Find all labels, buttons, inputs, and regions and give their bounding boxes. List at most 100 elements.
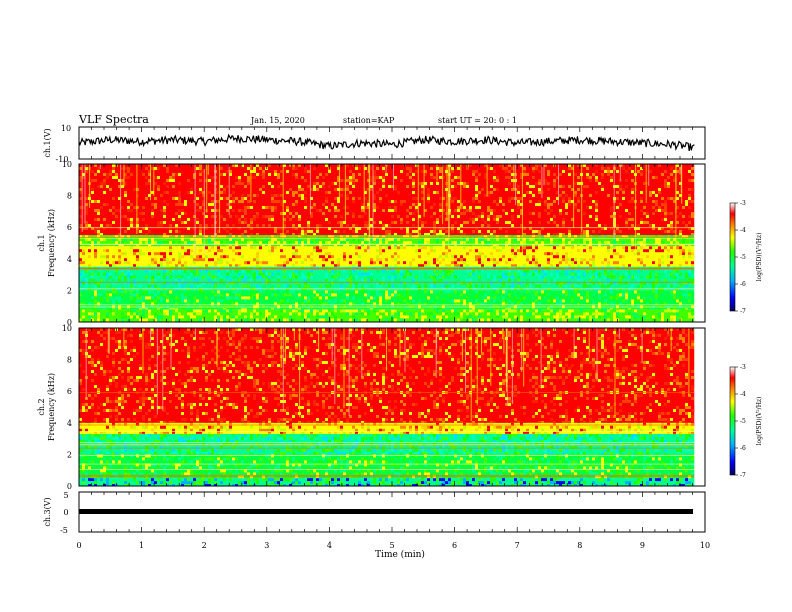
- spectrogram-cell: [400, 258, 403, 262]
- spectrogram-cell: [511, 275, 514, 279]
- spectrogram-cell: [571, 296, 574, 300]
- spectrogram-cell: [580, 281, 583, 285]
- spectrogram-cell: [79, 252, 82, 256]
- spectrogram-cell: [391, 264, 394, 267]
- spectrogram-cell: [292, 272, 295, 276]
- spectrogram-cell: [460, 309, 463, 313]
- spectrogram-cell: [316, 293, 319, 297]
- spectrogram-cell: [601, 255, 604, 259]
- spectrogram-cell: [691, 296, 694, 300]
- spectrogram-cell: [109, 272, 112, 276]
- spectrogram-cell: [373, 258, 376, 262]
- spectrogram-cell: [82, 252, 85, 256]
- spectrogram-cell: [364, 284, 367, 288]
- spectrogram-cell: [442, 241, 445, 245]
- spectrogram-cell: [586, 302, 589, 306]
- spectrogram-cell: [472, 318, 475, 322]
- spectrogram-cell: [97, 302, 100, 306]
- spectrogram-cell: [511, 272, 514, 276]
- spectrogram-cell: [169, 194, 172, 197]
- spectrogram-cell: [583, 293, 586, 297]
- spectrogram-cell: [397, 191, 400, 194]
- spectrogram-cell: [511, 302, 514, 306]
- spectrogram-cell: [235, 246, 238, 250]
- spectrogram-cell: [364, 173, 367, 176]
- spectrogram-cell: [286, 164, 289, 167]
- spectrogram-cell: [430, 191, 433, 194]
- spectrogram-cell: [406, 235, 409, 239]
- spectrogram-cell: [592, 182, 595, 185]
- spectrogram-cell: [115, 179, 118, 182]
- spectrogram-cell: [355, 167, 358, 170]
- spectrogram-cell: [454, 176, 457, 179]
- spectrogram-cell: [325, 272, 328, 276]
- spectrogram-cell: [289, 244, 292, 247]
- spectrogram-cell: [268, 164, 271, 167]
- spectrogram-cell: [274, 264, 277, 267]
- spectrogram-cell: [163, 246, 166, 250]
- spectrogram-cell: [436, 296, 439, 300]
- spectrogram-cell: [445, 272, 448, 276]
- spectrogram-cell: [337, 176, 340, 179]
- spectrogram-cell: [409, 170, 412, 173]
- spectrogram-cell: [592, 258, 595, 262]
- spectrogram-cell: [202, 318, 205, 322]
- spectrogram-cell: [586, 197, 589, 200]
- spectrogram-cell: [574, 185, 577, 188]
- spectrogram-cell: [394, 164, 397, 167]
- spectrogram-cell: [421, 185, 424, 188]
- spectrogram-cell: [616, 312, 619, 316]
- spectrogram-cell: [424, 281, 427, 285]
- spectrogram-cell: [169, 302, 172, 306]
- spectrogram-cell: [544, 278, 547, 282]
- spectrogram-cell: [199, 191, 202, 194]
- spectrogram-cell: [433, 235, 436, 239]
- spectrogram-cell: [511, 261, 514, 265]
- spectrogram-cell: [121, 179, 124, 182]
- spectrogram-cell: [253, 293, 256, 297]
- spectrogram-cell: [352, 302, 355, 306]
- spectrogram-cell: [496, 194, 499, 197]
- spectrogram-cell: [277, 275, 280, 279]
- spectrogram-cell: [439, 167, 442, 170]
- spectrogram-cell: [79, 258, 82, 262]
- spectrogram-cell: [406, 241, 409, 245]
- spectrogram-cell: [328, 179, 331, 182]
- spectrogram-cell: [448, 255, 451, 259]
- spectrogram-cell: [508, 302, 511, 306]
- spectrogram-cell: [355, 164, 358, 167]
- spectrogram-cell: [229, 284, 232, 288]
- spectrogram-cell: [190, 182, 193, 185]
- spectrogram-cell: [250, 269, 253, 273]
- spectrogram-cell: [298, 255, 301, 259]
- spectrogram-cell: [427, 238, 430, 242]
- spectrogram-cell: [475, 179, 478, 182]
- spectrogram-cell: [529, 290, 532, 294]
- spectrogram-cell: [481, 284, 484, 288]
- spectrogram-cell: [457, 278, 460, 282]
- spectrogram-cell: [613, 299, 616, 303]
- spectrogram-cell: [466, 185, 469, 188]
- spectrogram-cell: [394, 188, 397, 191]
- spectrogram-cell: [91, 278, 94, 282]
- spectrogram-cell: [268, 197, 271, 200]
- spectrogram-cell: [646, 164, 649, 167]
- spectrogram-cell: [370, 185, 373, 188]
- spectrogram-cell: [529, 167, 532, 170]
- spectrogram-cell: [436, 185, 439, 188]
- spectrogram-cell: [313, 249, 316, 253]
- spectrogram-cell: [223, 191, 226, 194]
- spectrogram-cell: [220, 264, 223, 267]
- spectrogram-cell: [508, 281, 511, 285]
- spectrogram-cell: [208, 278, 211, 282]
- spectrogram-cell: [304, 185, 307, 188]
- spectrogram-cell: [97, 296, 100, 300]
- spectrogram-cell: [322, 241, 325, 245]
- spectrogram-cell: [130, 173, 133, 176]
- spectrogram-cell: [391, 315, 394, 319]
- spectrogram-cell: [148, 278, 151, 282]
- spectrogram-cell: [628, 194, 631, 197]
- spectrogram-cell: [385, 293, 388, 297]
- spectrogram-cell: [358, 315, 361, 319]
- spectrogram-cell: [325, 246, 328, 250]
